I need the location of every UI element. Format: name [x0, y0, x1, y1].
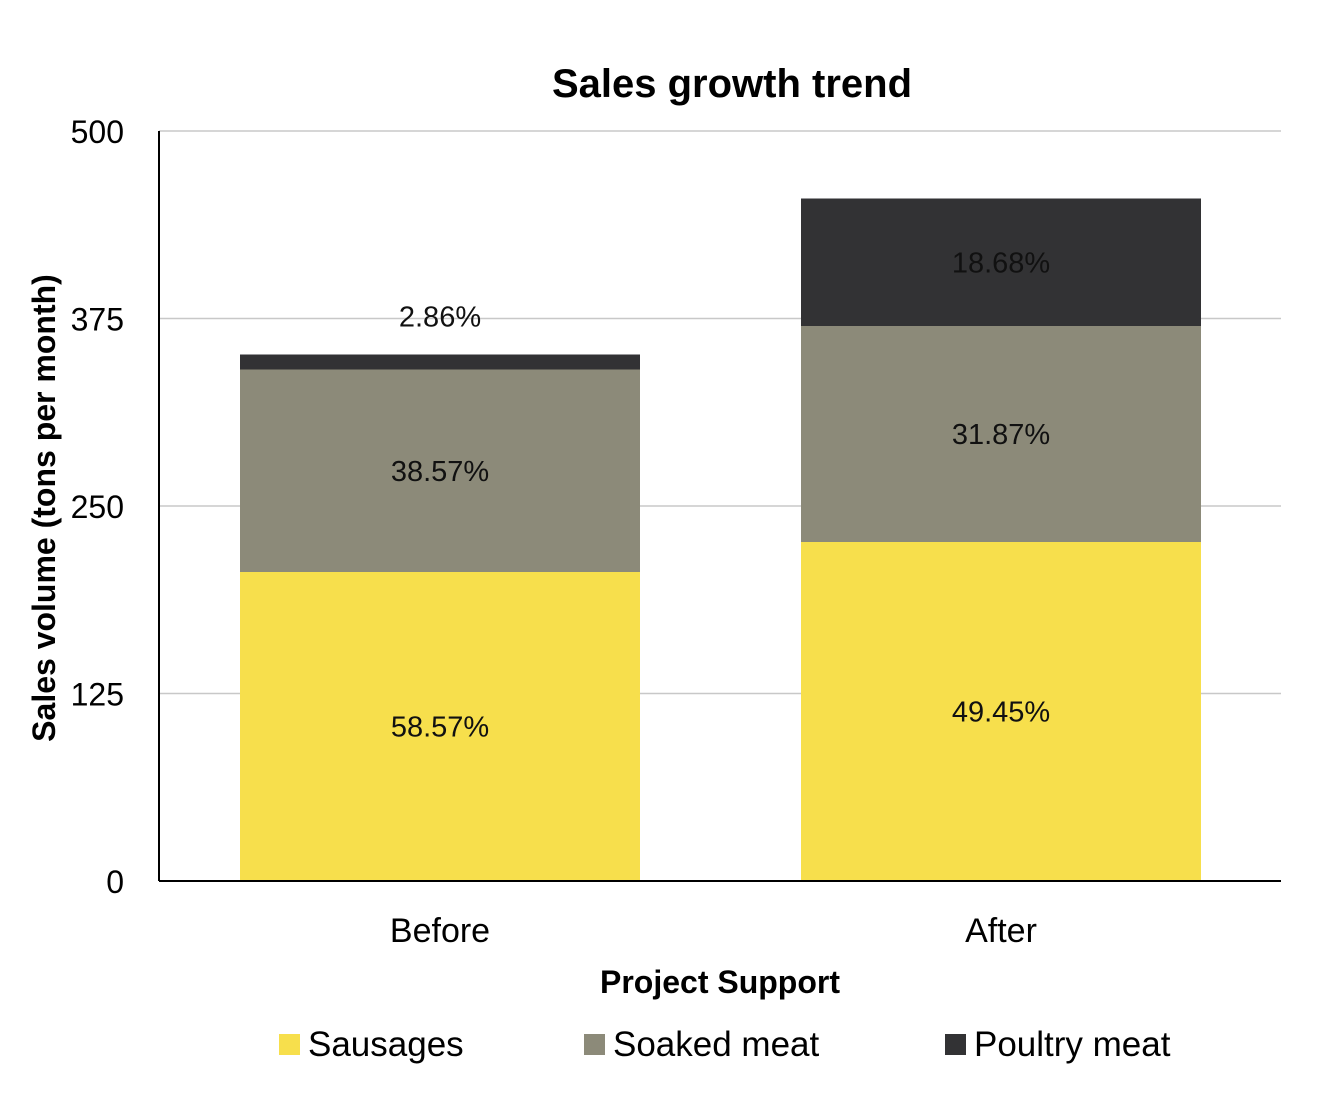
legend-label: Poultry meat [974, 1025, 1171, 1064]
data-label: 49.45% [952, 697, 1050, 729]
legend-swatch [279, 1034, 300, 1055]
x-tick-label: Before [390, 912, 490, 950]
legend-label: Sausages [308, 1025, 464, 1064]
x-axis-title: Project Support [600, 964, 840, 1000]
y-tick-label: 375 [71, 302, 124, 338]
data-label: 18.68% [952, 247, 1050, 279]
legend-item[interactable]: Poultry meat [945, 1025, 1171, 1064]
data-labels: 58.57% 38.57% 2.86% 49.45% 31.87% 18.68% [391, 247, 1050, 743]
chart-title: Sales growth trend [552, 62, 912, 106]
bar-segment-soaked-meat [801, 326, 1201, 542]
data-label: 38.57% [391, 456, 489, 488]
y-axis-title: Sales volume (tons per month) [26, 274, 62, 742]
y-tick-label: 0 [106, 864, 124, 900]
bars [240, 198, 1201, 881]
y-tick-label: 500 [71, 114, 124, 150]
bar-segment-sausages [240, 572, 640, 881]
legend-swatch [945, 1034, 966, 1055]
legend: Sausages Soaked meat Poultry meat [279, 1025, 1171, 1064]
x-tick-label: After [965, 912, 1037, 950]
data-label: 31.87% [952, 419, 1050, 451]
legend-swatch [584, 1034, 605, 1055]
bar-segment-poultry-meat [240, 354, 640, 370]
legend-label: Soaked meat [613, 1025, 820, 1064]
legend-item[interactable]: Soaked meat [584, 1025, 820, 1064]
bar-segment-poultry-meat [801, 198, 1201, 326]
legend-item[interactable]: Sausages [279, 1025, 464, 1064]
bar-segment-sausages [801, 542, 1201, 881]
y-tick-label: 250 [71, 489, 124, 525]
data-label: 2.86% [399, 302, 481, 334]
bar-segment-soaked-meat [240, 369, 640, 572]
y-tick-label: 125 [71, 677, 124, 713]
data-label: 58.57% [391, 712, 489, 744]
axes: 0 125 250 375 500 Before After [71, 114, 1281, 950]
